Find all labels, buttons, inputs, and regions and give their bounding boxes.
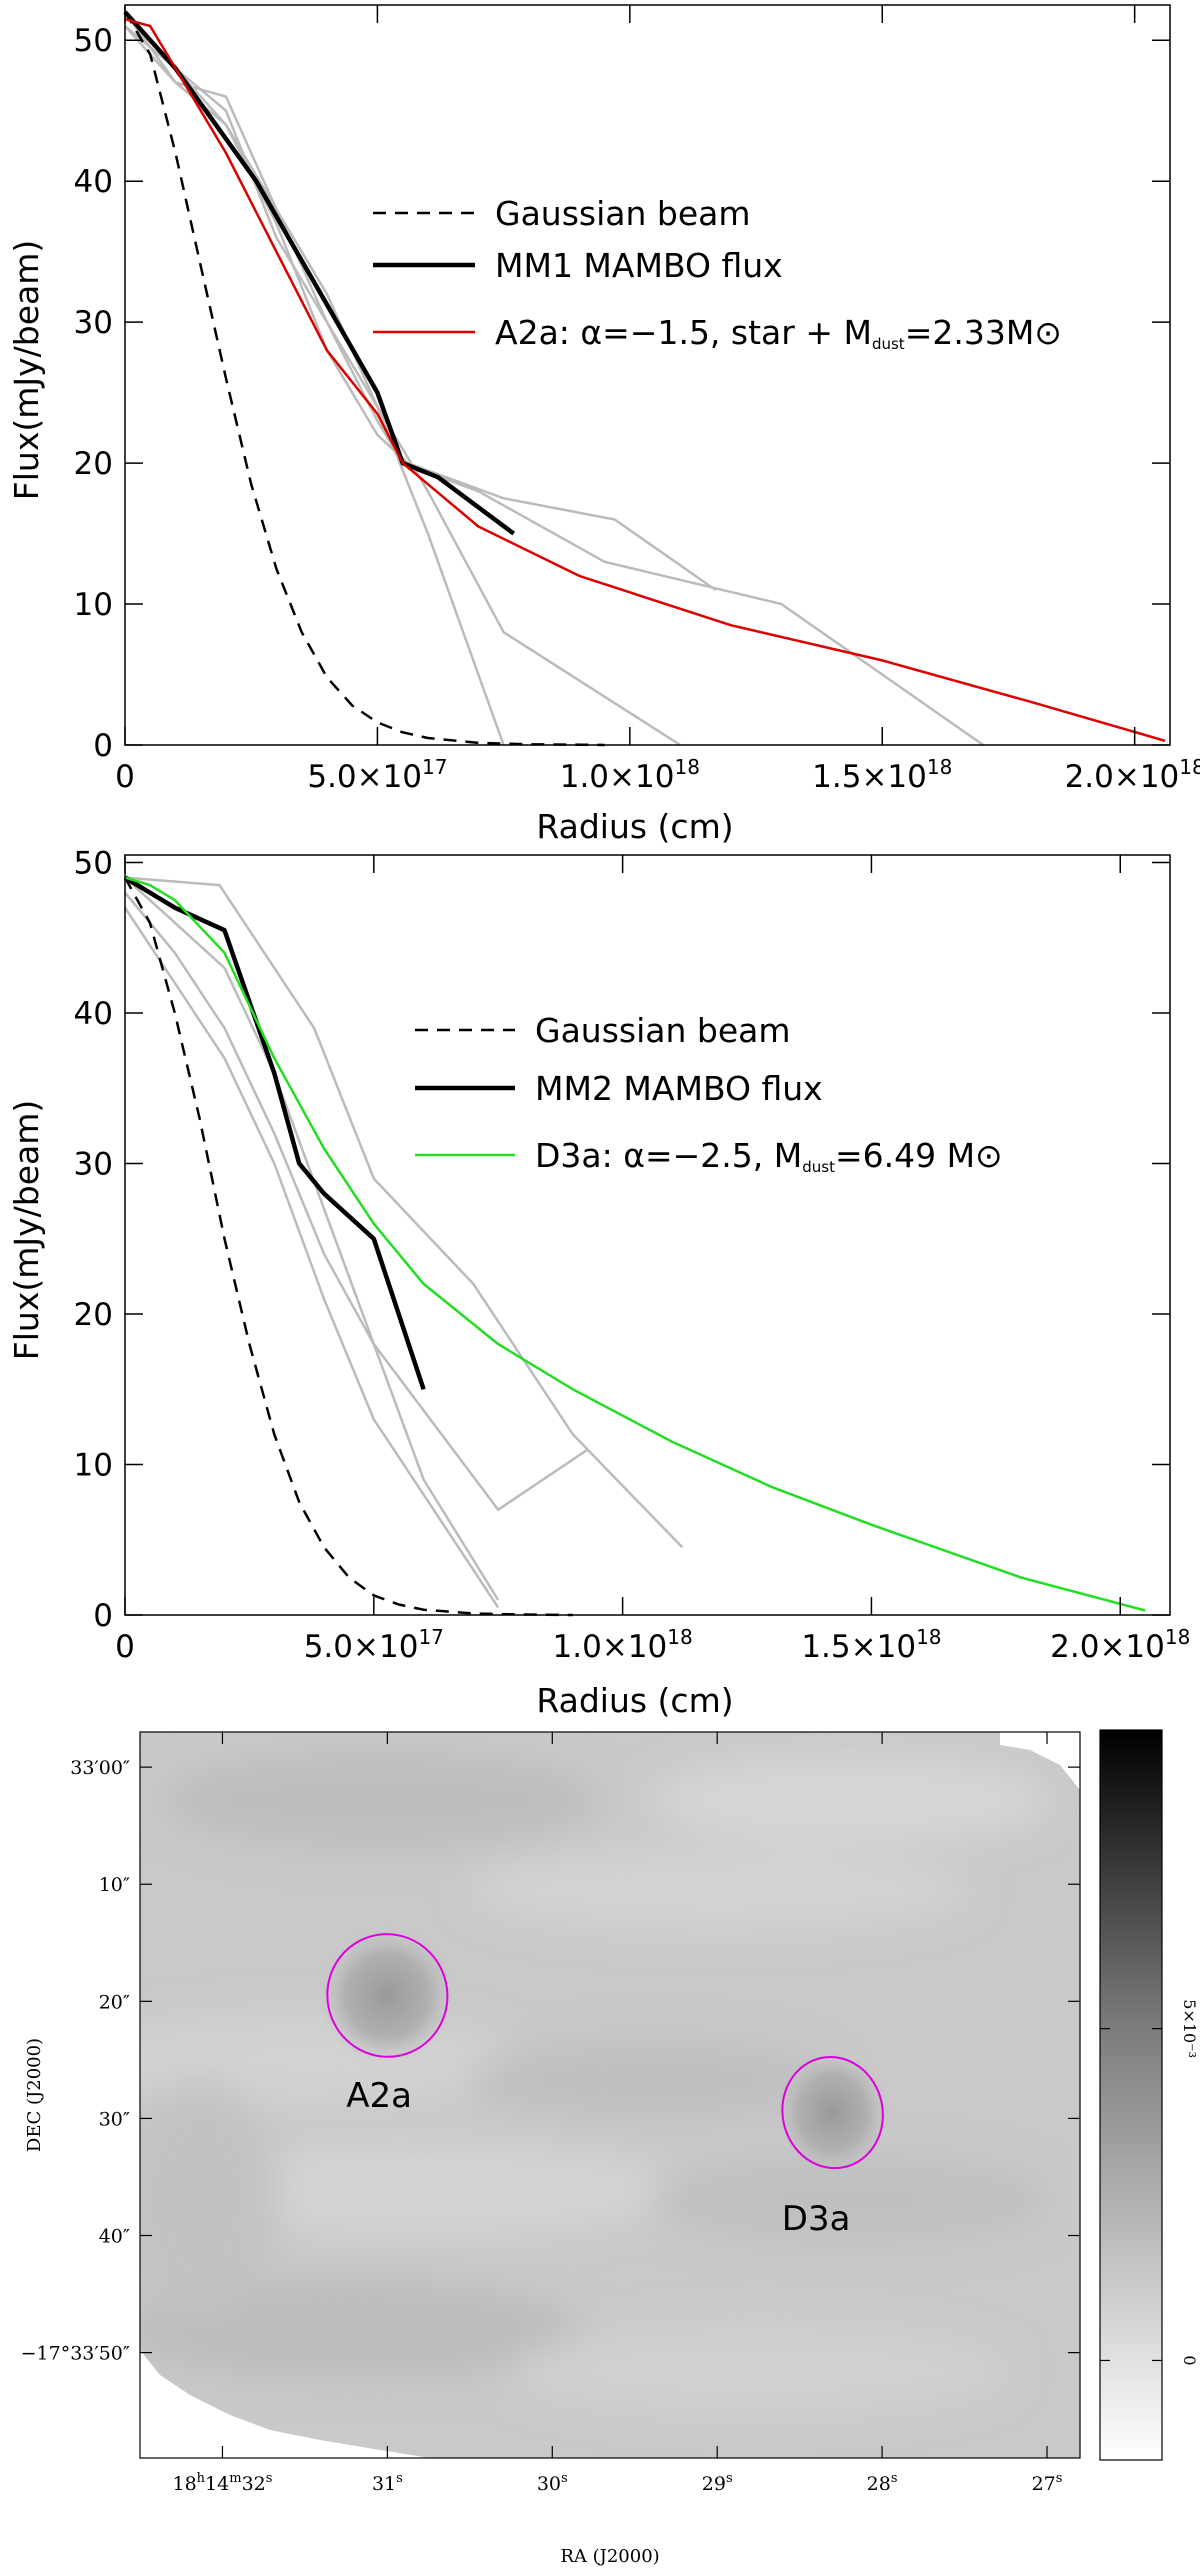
y-tick-label: 10 [74, 1448, 113, 1484]
y-tick-label: 20 [74, 1297, 113, 1333]
x-axis-label: RA (J2000) [560, 2546, 659, 2567]
colorbar-tick-label: 0 [1180, 2355, 1199, 2365]
series-line-mambo-cut-4 [123, 907, 500, 1609]
legend-model-sub: dust [802, 1158, 835, 1176]
ra-tick-label: 29s [702, 2471, 733, 2495]
y-tick-label: 10 [74, 587, 113, 623]
ra-tick-label: 30s [537, 2471, 568, 2495]
x-axis-label: Radius (cm) [536, 807, 733, 846]
colorbar [1099, 1729, 1163, 2461]
x-tick-label: 1.5×1018 [801, 1625, 941, 1665]
x-tick-label: 1.0×1018 [553, 1625, 693, 1665]
legend-label-model: D3a: α=−2.5, Mdust=6.49 M⊙ [535, 1136, 1003, 1176]
series-line-mambo-cut-1 [124, 25, 681, 747]
ra-tick-label: 18h14m32s [172, 2471, 272, 2495]
y-axis-label: Flux(mJy/beam) [7, 1100, 46, 1361]
ra-tick-label: 28s [867, 2471, 898, 2495]
y-axis-label: Flux(mJy/beam) [7, 240, 46, 501]
source-emission-a2a [318, 1926, 457, 2065]
legend-model-text: D3a: α=−2.5, M [535, 1136, 802, 1175]
legend-label-beam: Gaussian beam [495, 194, 751, 233]
tick-group: 0 5.0×1017 1.0×1018 1.5×1018 2.0×1018 0 10 20 30… [74, 846, 1191, 1665]
x-tick-label: 1.5×1018 [812, 755, 952, 795]
plot-frame [124, 854, 1171, 1616]
x-tick-label: 2.0×1018 [1050, 1625, 1190, 1665]
x-axis-label: Radius (cm) [536, 1681, 733, 1720]
source-emission-d3a [775, 2049, 891, 2176]
legend-model-tail: =6.49 M⊙ [835, 1136, 1003, 1175]
x-tick-label: 5.0×1017 [307, 755, 447, 795]
x-tick-label: 5.0×1017 [304, 1625, 444, 1665]
series-line-gaussian-beam [123, 11, 605, 747]
y-tick-label: 30 [74, 1147, 113, 1183]
series-group [123, 875, 1146, 1617]
source-contour-a2a [326, 1933, 449, 2058]
source-label-a2a: A2a [346, 2076, 412, 2116]
dec-tick-label: −17°33′50″ [21, 2343, 130, 2365]
legend: Gaussian beam MM1 MAMBO flux A2a: α=−1.5… [373, 194, 1062, 353]
colorbar-tick-label: 5×10⁻³ [1180, 1999, 1199, 2058]
series-line-mambo-cut-4 [124, 25, 984, 747]
y-tick-label: 50 [74, 846, 113, 882]
x-tick-label: 1.0×1018 [560, 755, 700, 795]
legend-model-sub: dust [872, 335, 905, 353]
x-tick-label: 0 [115, 759, 135, 795]
ra-tick-label: 31s [372, 2471, 403, 2495]
y-tick-label: 40 [74, 164, 113, 200]
series-line-mm1-mambo-flux [123, 10, 516, 536]
colorbar-ticks: 0 5×10⁻³ [1100, 1999, 1199, 2366]
y-tick-label: 20 [74, 446, 113, 482]
series-line-mm2-mambo-flux [123, 875, 426, 1391]
series-line-d3a-model [124, 876, 1146, 1612]
legend-label-obs: MM2 MAMBO flux [535, 1069, 823, 1108]
ra-tick-label: 27s [1032, 2471, 1063, 2495]
y-tick-label: 30 [74, 305, 113, 341]
y-tick-label: 50 [74, 23, 113, 59]
series-group [123, 10, 1166, 747]
x-tick-label: 0 [115, 1629, 135, 1665]
legend-model-text: A2a: α=−1.5, star + M [495, 313, 872, 352]
plot-frame [124, 4, 1171, 746]
source-group: A2a D3a [318, 1926, 891, 2239]
legend-label-beam: Gaussian beam [535, 1011, 791, 1050]
legend-label-obs: MM1 MAMBO flux [495, 246, 783, 285]
profile-plot-mm2: 0 5.0×1017 1.0×1018 1.5×1018 2.0×1018 0 10 20 30… [7, 846, 1190, 1720]
source-label-d3a: D3a [782, 2199, 851, 2239]
tick-group: 0 5.0×1017 1.0×1018 1.5×1018 2.0×1018 0 10 20 30… [74, 5, 1200, 795]
y-tick-label: 0 [93, 728, 113, 764]
dec-tick-label: 30″ [99, 2108, 130, 2130]
series-line-mambo-cut-1 [124, 876, 500, 1601]
profile-plot-mm1: 0 5.0×1017 1.0×1018 1.5×1018 2.0×1018 0 10 20 30… [7, 4, 1200, 846]
series-line-mambo-cut-3 [124, 876, 684, 1549]
source-contour-d3a [781, 2056, 884, 2170]
legend-model-tail: =2.33M⊙ [905, 313, 1062, 352]
x-tick-label: 2.0×1018 [1065, 755, 1200, 795]
series-line-a2a-model [124, 17, 1166, 743]
dec-tick-label: 10″ [99, 1874, 130, 1896]
series-line-mambo-cut-2 [124, 891, 589, 1511]
series-line-gaussian-beam [123, 876, 573, 1617]
y-tick-label: 0 [93, 1598, 113, 1634]
series-line-mambo-cut-2 [124, 11, 505, 746]
map-area [140, 1732, 1080, 2458]
y-tick-label: 40 [74, 996, 113, 1032]
dec-tick-label: 20″ [99, 1991, 130, 2013]
legend: Gaussian beam MM2 MAMBO flux D3a: α=−2.5… [415, 1011, 1003, 1176]
legend-label-model: A2a: α=−1.5, star + Mdust=2.33M⊙ [495, 313, 1062, 353]
continuum-image: A2a D3a 18h14m32s 31s 30s 29s 28s 27s 33′00″ 10″… [21, 1729, 1199, 2567]
map-texture [140, 1750, 1050, 2415]
y-axis-label: DEC (J2000) [24, 2038, 45, 2152]
map-frame [139, 1731, 1081, 2459]
dec-tick-label: 33′00″ [70, 1757, 130, 1779]
dec-tick-label: 40″ [99, 2226, 130, 2248]
tick-group: 18h14m32s 31s 30s 29s 28s 27s 33′00″ 10″ 20″ 30″ 4… [21, 1732, 1080, 2495]
